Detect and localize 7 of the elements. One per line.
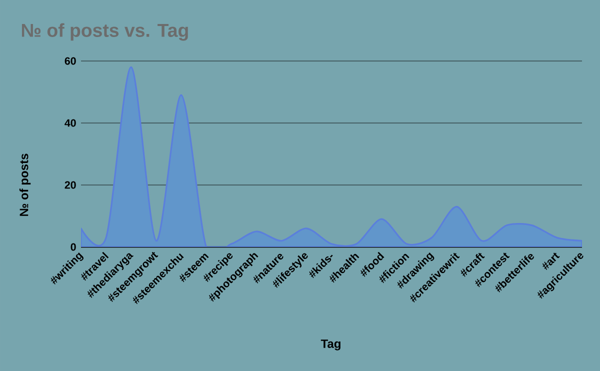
chart-title: № of posts vs. Tag (22, 23, 188, 41)
y-axis-title: № of posts (19, 154, 31, 216)
y-tick-label: 60 (64, 57, 76, 65)
y-tick-label: 20 (64, 181, 76, 189)
y-tick-label: 0 (70, 243, 76, 251)
y-tick-label: 40 (64, 119, 76, 127)
x-axis-title: Tag (320, 340, 340, 350)
